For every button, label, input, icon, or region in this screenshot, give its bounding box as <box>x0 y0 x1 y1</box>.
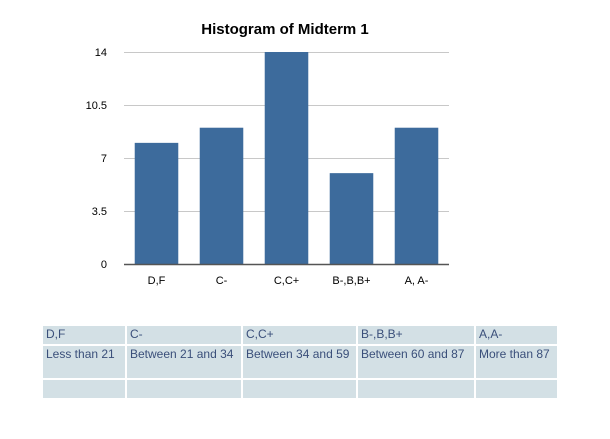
bar-series <box>134 52 439 264</box>
table-row: D,F C- C,C+ B-,B,B+ A,A- <box>43 326 557 344</box>
table-cell-range: Less than 21 <box>43 346 125 378</box>
x-category-label: A, A- <box>405 275 429 287</box>
bar <box>199 127 244 264</box>
table-cell-empty <box>476 380 557 398</box>
x-axis-categories: D,F C- C,C+ B-,B,B+ A, A- <box>148 275 429 287</box>
bar <box>134 142 179 264</box>
bar <box>329 173 374 264</box>
table-cell-grade: D,F <box>43 326 125 344</box>
table-cell-grade: C- <box>127 326 241 344</box>
histogram-chart: Histogram of Midterm 1 0 3.5 7 10.5 14 D,F C-… <box>86 21 449 287</box>
y-tick-label: 0 <box>101 259 107 271</box>
table-cell-empty <box>358 380 474 398</box>
table-cell-empty <box>127 380 241 398</box>
table-row <box>43 380 557 398</box>
table-cell-empty <box>43 380 125 398</box>
table-cell-range: Between 60 and 87 <box>358 346 474 378</box>
bar <box>394 127 439 264</box>
x-category-label: C,C+ <box>274 275 299 287</box>
x-category-label: C- <box>216 275 228 287</box>
table-cell-range: Between 34 and 59 <box>243 346 356 378</box>
table-row: Less than 21 Between 21 and 34 Between 3… <box>43 346 557 378</box>
table-cell-range: More than 87 <box>476 346 557 378</box>
grade-range-table: D,F C- C,C+ B-,B,B+ A,A- Less than 21 Be… <box>41 324 559 400</box>
y-tick-label: 3.5 <box>92 206 107 218</box>
x-category-label: B-,B,B+ <box>332 275 370 287</box>
y-tick-label: 7 <box>101 153 107 165</box>
chart-title: Histogram of Midterm 1 <box>201 21 369 38</box>
table-cell-empty <box>243 380 356 398</box>
bar <box>264 52 309 264</box>
table-cell-grade: B-,B,B+ <box>358 326 474 344</box>
y-axis-ticks: 0 3.5 7 10.5 14 <box>86 47 107 271</box>
table-cell-range: Between 21 and 34 <box>127 346 241 378</box>
y-tick-label: 14 <box>95 47 107 59</box>
table-cell-grade: C,C+ <box>243 326 356 344</box>
y-tick-label: 10.5 <box>86 100 107 112</box>
table-cell-grade: A,A- <box>476 326 557 344</box>
x-category-label: D,F <box>148 275 166 287</box>
